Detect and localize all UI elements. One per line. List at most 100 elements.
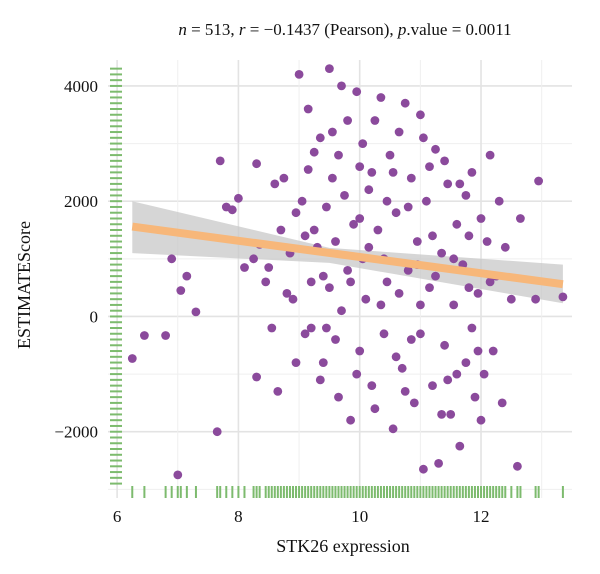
data-point (367, 168, 377, 177)
data-point (361, 294, 371, 304)
data-point (425, 283, 434, 292)
data-point (485, 150, 495, 160)
data-point (394, 127, 404, 137)
data-point (397, 363, 407, 373)
data-point (476, 415, 486, 425)
data-point (464, 283, 474, 292)
data-point (276, 225, 286, 235)
data-point (364, 242, 374, 252)
data-point (434, 459, 443, 468)
data-point (176, 286, 186, 295)
data-point (297, 196, 307, 206)
data-point (337, 81, 346, 91)
data-point (513, 461, 522, 471)
data-point (416, 300, 425, 310)
data-point (300, 329, 310, 339)
data-point (416, 110, 425, 120)
title-p-value: .value = 0.0011 (406, 20, 511, 39)
x-tick-label: 8 (234, 507, 243, 526)
data-point (443, 375, 453, 385)
data-point (173, 470, 183, 480)
data-point (306, 277, 316, 287)
data-point (337, 306, 346, 316)
data-point (328, 173, 337, 183)
data-point (516, 214, 525, 223)
x-tick-label: 6 (113, 507, 122, 526)
data-point (506, 294, 516, 304)
data-point (400, 387, 410, 396)
data-point (343, 266, 352, 275)
data-point (431, 144, 440, 154)
data-point (161, 331, 171, 340)
data-point (497, 398, 507, 408)
data-point (309, 225, 319, 235)
data-point (325, 283, 334, 292)
data-point (379, 329, 389, 339)
data-point (322, 323, 331, 333)
data-point (449, 254, 459, 264)
data-point (473, 346, 483, 356)
data-point (300, 231, 310, 241)
data-point (440, 340, 449, 350)
data-point (409, 398, 419, 408)
data-point (370, 404, 380, 414)
regression-line (131, 222, 564, 289)
data-point (419, 464, 428, 474)
data-point (558, 292, 568, 302)
data-point (252, 159, 261, 169)
data-point (400, 98, 410, 108)
data-point (267, 323, 277, 333)
data-point (288, 294, 298, 304)
data-point (428, 231, 437, 241)
data-point (322, 202, 331, 212)
data-point (455, 441, 465, 451)
data-point (346, 415, 355, 425)
data-point (346, 277, 355, 287)
data-point (494, 196, 504, 206)
data-point (488, 346, 498, 356)
data-point (452, 219, 462, 229)
data-point (364, 185, 374, 195)
data-point (419, 133, 428, 143)
data-point (531, 294, 540, 304)
data-point (500, 242, 510, 252)
data-point (340, 191, 349, 200)
data-point (376, 300, 386, 310)
x-tick-label: 10 (351, 507, 368, 526)
x-tick-label: 12 (473, 507, 490, 526)
data-point (273, 387, 283, 396)
data-point (352, 87, 362, 97)
data-point (355, 162, 365, 172)
data-point (446, 410, 456, 419)
data-point (234, 193, 243, 203)
data-point (303, 165, 313, 174)
data-point (318, 358, 328, 367)
data-point (355, 214, 365, 223)
data-point (406, 335, 416, 344)
title-r-value: = −0.1437 (Pearson), (246, 20, 398, 39)
data-point (325, 64, 334, 73)
data-point (388, 424, 398, 434)
data-point (406, 173, 416, 183)
data-point (191, 307, 201, 317)
y-tick-label: −2000 (54, 423, 98, 442)
data-point (461, 191, 471, 200)
data-point (355, 346, 365, 356)
data-point (437, 410, 446, 419)
data-point (382, 277, 392, 287)
data-point (291, 358, 301, 367)
data-point (452, 369, 462, 379)
data-point (249, 254, 258, 264)
data-point (212, 427, 222, 437)
data-point (261, 277, 271, 287)
data-point (315, 133, 325, 143)
data-point (282, 289, 292, 298)
data-point (428, 381, 437, 390)
data-point (328, 127, 337, 137)
data-point (140, 331, 149, 340)
data-point (394, 289, 404, 298)
y-tick-label: 0 (90, 307, 99, 326)
data-point (437, 248, 446, 258)
axis-layer: 6 8 10 12 −2000 0 2000 4000 (54, 77, 489, 526)
